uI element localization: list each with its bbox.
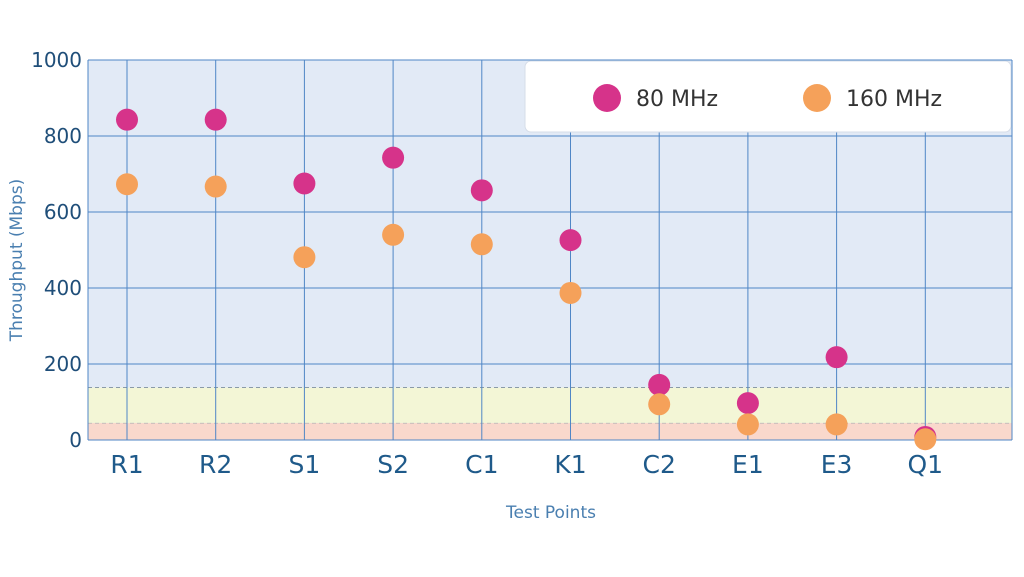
data-point-160mhz xyxy=(382,223,405,246)
x-tick-label: R2 xyxy=(199,450,232,479)
x-tick-label: K1 xyxy=(554,450,586,479)
x-tick-label: E1 xyxy=(732,450,764,479)
legend-label-160mhz: 160 MHz xyxy=(846,87,942,112)
threshold-band-1 xyxy=(88,387,1012,423)
data-point-80mhz xyxy=(470,179,493,202)
x-tick-label: Q1 xyxy=(908,450,944,479)
threshold-bands xyxy=(88,387,1012,440)
x-axis-label: Test Points xyxy=(505,503,596,523)
x-tick-label: R1 xyxy=(110,450,143,479)
data-points xyxy=(116,108,937,451)
data-point-160mhz xyxy=(204,175,227,198)
y-tick-label: 0 xyxy=(69,428,82,452)
data-point-80mhz xyxy=(559,229,582,252)
data-point-160mhz xyxy=(648,393,671,416)
data-point-80mhz xyxy=(382,146,405,169)
x-tick-label: C1 xyxy=(465,450,498,479)
x-tick-label: E3 xyxy=(821,450,853,479)
x-tick-label: S1 xyxy=(289,450,321,479)
legend-label-80mhz: 80 MHz xyxy=(636,87,718,112)
y-tick-label: 1000 xyxy=(31,48,82,72)
y-axis-ticks: 0 200 400 600 800 1000 xyxy=(31,48,82,452)
data-point-160mhz xyxy=(470,233,493,256)
data-point-160mhz xyxy=(825,413,848,436)
data-point-160mhz xyxy=(293,246,316,269)
y-tick-label: 200 xyxy=(44,352,82,376)
data-point-80mhz xyxy=(116,108,138,131)
data-point-80mhz xyxy=(204,108,227,131)
data-point-160mhz xyxy=(116,173,138,196)
data-point-80mhz xyxy=(736,392,759,415)
legend-marker-160mhz xyxy=(803,84,831,112)
data-point-80mhz xyxy=(293,172,316,195)
y-tick-label: 600 xyxy=(44,200,82,224)
data-point-160mhz xyxy=(914,428,937,451)
legend-marker-80mhz xyxy=(593,84,621,112)
y-axis-label: Throughput (Mbps) xyxy=(7,179,27,343)
threshold-band-0 xyxy=(88,422,1012,440)
data-point-80mhz xyxy=(648,373,671,396)
x-tick-label: C2 xyxy=(643,450,676,479)
data-point-160mhz xyxy=(736,413,759,436)
legend: 80 MHz 160 MHz xyxy=(524,60,1012,133)
y-tick-label: 400 xyxy=(44,276,82,300)
data-point-160mhz xyxy=(559,281,582,304)
y-tick-label: 800 xyxy=(44,124,82,148)
data-point-80mhz xyxy=(825,346,848,369)
x-axis-ticks: R1 R2 S1 S2 C1 K1 C2 E1 E3 Q1 xyxy=(110,450,943,479)
x-tick-label: S2 xyxy=(377,450,409,479)
legend-box xyxy=(524,60,1012,133)
